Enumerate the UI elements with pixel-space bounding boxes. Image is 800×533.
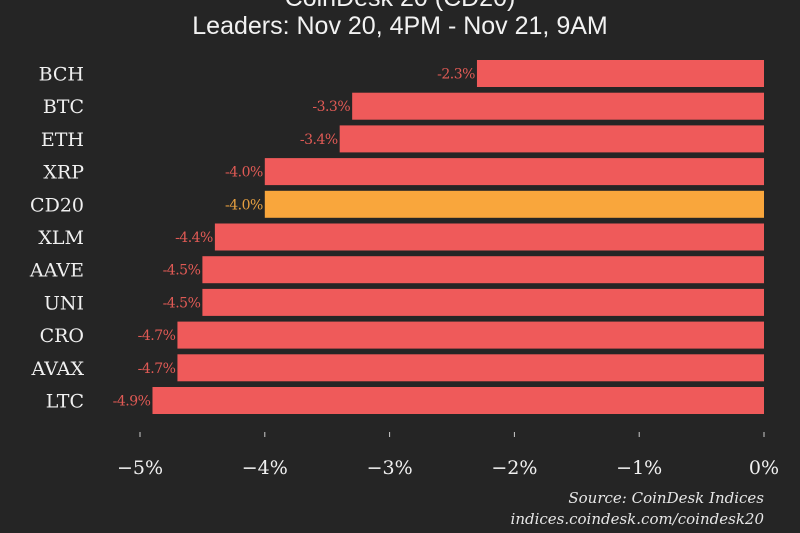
chart-title: CoinDesk 20 (CD20)	[0, 0, 800, 12]
bar-cro	[177, 321, 764, 349]
bar-ltc	[152, 387, 765, 414]
chart-subtitle: Leaders: Nov 20, 4PM - Nov 21, 9AM	[192, 12, 608, 40]
data-label: -2.3%	[437, 67, 475, 83]
bar-cd20	[264, 190, 764, 218]
category-label: XRP	[43, 162, 84, 184]
category-label: ETH	[41, 129, 84, 151]
data-label: -4.7%	[138, 328, 176, 344]
x-tick-label: −1%	[616, 457, 662, 479]
data-label: -3.3%	[312, 99, 350, 115]
data-label: -4.0%	[225, 197, 263, 213]
bar-xlm	[214, 223, 764, 251]
category-label: BTC	[43, 96, 84, 118]
data-label: -4.9%	[113, 394, 151, 410]
data-label: -4.5%	[163, 263, 201, 279]
category-label: UNI	[44, 292, 84, 314]
x-tick-label: −3%	[367, 457, 413, 479]
source-note: Source: CoinDesk Indices	[568, 489, 764, 507]
category-label: XLM	[38, 227, 84, 249]
bar-xrp	[264, 158, 764, 186]
bar-avax	[177, 354, 764, 382]
bar-aave	[202, 256, 764, 284]
category-label: CD20	[30, 194, 84, 216]
data-label: -3.4%	[300, 132, 338, 148]
x-tick-label: −2%	[491, 457, 537, 479]
category-label: LTC	[46, 391, 84, 413]
category-label: AVAX	[31, 358, 85, 380]
source-url[interactable]: indices.coindesk.com/coindesk20	[510, 510, 764, 528]
bar-eth	[339, 125, 764, 153]
category-label: BCH	[39, 64, 84, 86]
bar-uni	[202, 288, 764, 316]
category-label: CRO	[40, 325, 84, 347]
data-label: -4.5%	[163, 295, 201, 311]
x-tick-label: −5%	[117, 457, 163, 479]
bar-bch	[476, 60, 764, 87]
x-tick-label: −4%	[242, 457, 288, 479]
data-label: -4.4%	[175, 230, 213, 246]
x-tick-label: 0%	[749, 457, 779, 479]
bar-btc	[352, 92, 764, 120]
data-label: -4.7%	[138, 361, 176, 377]
data-label: -4.0%	[225, 165, 263, 181]
category-label: AAVE	[29, 260, 84, 282]
